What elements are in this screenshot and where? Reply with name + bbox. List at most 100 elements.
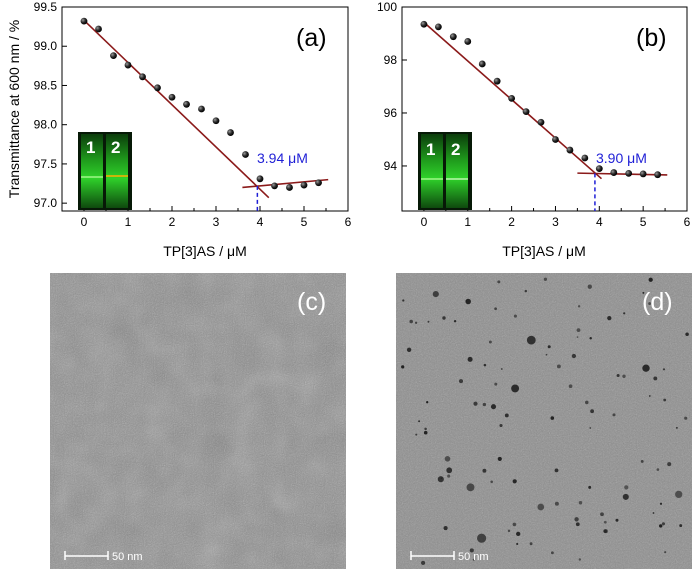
nanoparticle-dot	[576, 328, 581, 332]
data-point-a-4	[139, 73, 146, 81]
cuvette-label-1-b: 1	[426, 140, 435, 159]
fit-line-a-0	[83, 19, 270, 199]
nanoparticle-dot	[600, 512, 604, 517]
data-point-a-8	[198, 105, 205, 113]
tem-grain-texture-d	[396, 273, 692, 569]
data-point-b-2	[449, 33, 457, 41]
nanoparticle-dot	[577, 305, 581, 308]
nanoparticle-dot	[603, 520, 607, 524]
nanoparticle-dot	[497, 456, 502, 461]
nanoparticle-dot	[616, 374, 620, 377]
data-points-b	[420, 20, 662, 179]
y-tick-label-b-2: 98	[384, 53, 398, 67]
x-tick-label-b-6: 6	[684, 215, 691, 229]
nanoparticle-dot	[615, 518, 619, 522]
intersection-annotation-b: 3.90 μM	[596, 150, 647, 166]
data-point-a-0	[80, 17, 88, 25]
data-point-b-10	[566, 146, 574, 154]
data-point-a-9	[212, 117, 220, 125]
nanoparticle-dot	[526, 335, 536, 345]
nanoparticle-dot	[623, 312, 626, 315]
panel-label-c: (c)	[297, 288, 326, 316]
nanoparticle-dot	[467, 356, 473, 362]
nanoparticle-dot	[482, 468, 487, 473]
cuvette-inset-a: 1 2	[78, 132, 132, 210]
data-point-a-6	[168, 93, 176, 101]
data-point-b-0	[420, 20, 428, 28]
nanoparticle-dot	[685, 332, 689, 336]
cuvette-label-2-b: 2	[451, 140, 460, 159]
x-tick-label-a-6: 6	[345, 215, 352, 229]
nanoparticle-dot	[465, 298, 471, 305]
nanoparticle-dot	[589, 427, 592, 429]
nanoparticle-dot	[524, 289, 528, 293]
x-tick-label-b-0: 0	[421, 215, 428, 229]
nanoparticle-dot	[437, 476, 444, 483]
x-tick-label-a-4: 4	[257, 215, 264, 229]
y-tick-label-a-5: 99.5	[34, 0, 58, 14]
nanoparticle-dot	[465, 300, 468, 302]
data-point-a-3	[124, 61, 132, 69]
cuvette-label-1-a: 1	[86, 138, 95, 157]
nanoparticle-dot	[490, 480, 493, 484]
cuvette-2-a	[106, 134, 128, 208]
x-tick-label-b-3: 3	[552, 215, 559, 229]
cuvette-label-2-a: 2	[111, 138, 120, 157]
data-point-a-13	[271, 182, 278, 190]
x-tick-label-a-1: 1	[125, 215, 132, 229]
nanoparticle-dot	[648, 302, 652, 306]
nanoparticle-dot	[571, 353, 577, 359]
nanoparticle-dot	[652, 512, 655, 514]
y-tick-label-a-4: 99.0	[34, 39, 58, 53]
nanoparticle-dot	[653, 376, 658, 381]
nanoparticle-dot	[500, 368, 503, 370]
nanoparticle-dot	[432, 291, 439, 298]
nanoparticle-dot	[578, 501, 583, 505]
y-tick-label-b-1: 96	[384, 106, 398, 120]
nanoparticle-dot	[529, 542, 533, 546]
x-tick-label-a-3: 3	[213, 215, 220, 229]
nanoparticle-dot	[590, 409, 595, 414]
nanoparticle-dot	[663, 398, 667, 402]
nanoparticle-dot	[516, 531, 521, 537]
nanoparticle-dot	[406, 347, 412, 352]
nanoparticle-dot	[443, 526, 448, 531]
nanoparticle-dot	[469, 548, 474, 553]
plot-frame-b	[401, 6, 688, 212]
nanoparticle-dot	[543, 277, 548, 281]
nanoparticle-dot	[547, 345, 551, 349]
cuvette-inset-b: 1 2	[418, 132, 472, 210]
nanoparticle-dot	[483, 363, 487, 367]
tem-grain-texture-c	[50, 273, 346, 569]
x-tick-label-a-2: 2	[169, 215, 176, 229]
nanoparticle-dot	[423, 430, 428, 435]
nanoparticle-dot	[659, 502, 663, 505]
data-point-b-12	[595, 165, 603, 173]
nanoparticle-dot	[537, 503, 545, 511]
nanoparticle-dot	[516, 542, 519, 546]
y-tick-label-a-2: 98.0	[34, 118, 58, 132]
data-point-a-5	[154, 84, 161, 92]
nanoparticle-dot	[418, 420, 421, 423]
nanoparticle-dot	[556, 364, 561, 369]
nanoparticle-dot	[585, 400, 589, 405]
cuvette-1-b	[421, 134, 443, 208]
nanoparticle-dot	[664, 551, 667, 554]
y-tick-label-a-0: 97.0	[34, 196, 58, 210]
nanoparticle-dot	[401, 365, 405, 369]
data-point-b-15	[639, 170, 647, 178]
nanoparticle-dot	[550, 551, 554, 555]
nanoparticle-dot	[554, 501, 559, 506]
data-point-a-2	[110, 52, 117, 60]
nanoparticle-dot	[661, 522, 666, 526]
scale-bar-label-c: 50 nm	[112, 551, 143, 563]
nanoparticle-dot	[578, 558, 581, 561]
x-tick-label-b-4: 4	[596, 215, 603, 229]
nanoparticle-dot	[442, 316, 446, 320]
data-point-b-5	[493, 77, 501, 85]
panel-label-a: (a)	[296, 24, 327, 52]
nanoparticle-dot	[568, 384, 573, 389]
